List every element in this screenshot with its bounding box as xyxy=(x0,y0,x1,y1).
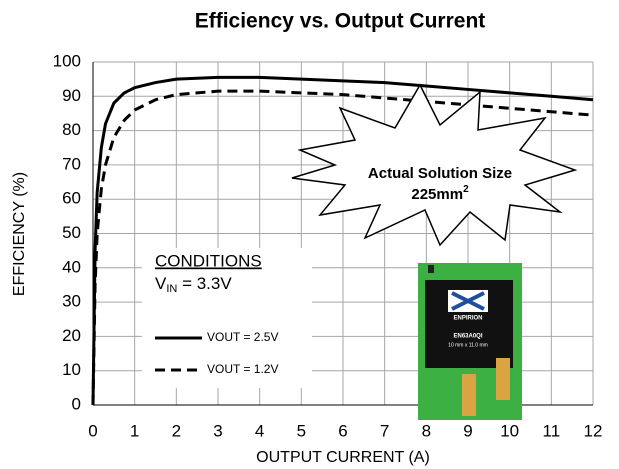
y-tick-label: 20 xyxy=(62,326,81,345)
capacitor xyxy=(496,358,510,400)
x-tick-label: 3 xyxy=(213,421,222,440)
legend-label: VOUT = 2.5V xyxy=(207,330,278,344)
chip-dims: 10 mm x 11.0 mm xyxy=(448,342,488,348)
legend-label: VOUT = 1.2V xyxy=(207,362,278,376)
chart: Efficiency vs. Output Current OUTPUT CUR… xyxy=(0,0,619,469)
vin-rest: = 3.3V xyxy=(177,274,232,293)
x-tick-label: 4 xyxy=(255,421,264,440)
y-tick-label: 40 xyxy=(62,257,81,276)
x-tick-label: 8 xyxy=(422,421,431,440)
x-tick-label: 5 xyxy=(297,421,306,440)
vin-main: V xyxy=(155,274,167,293)
size-main: 225mm xyxy=(411,186,463,203)
y-axis-label: EFFICIENCY (%) xyxy=(11,172,28,296)
y-tick-label: 10 xyxy=(62,360,81,379)
size-line2: 225mm2 xyxy=(411,184,469,203)
chip-image: ENPIRION EN63A0QI 10 mm x 11.0 mm xyxy=(418,263,522,420)
vin-sub: IN xyxy=(166,283,177,295)
x-tick-label: 9 xyxy=(463,421,472,440)
conditions-title: CONDITIONS xyxy=(155,251,262,270)
x-tick-label: 10 xyxy=(500,421,519,440)
y-tick-label: 60 xyxy=(62,189,81,208)
y-tick-label: 30 xyxy=(62,292,81,311)
y-tick-label: 0 xyxy=(72,394,81,413)
chart-title: Efficiency vs. Output Current xyxy=(195,10,486,33)
x-tick-label: 0 xyxy=(88,421,97,440)
size-line1: Actual Solution Size xyxy=(368,165,512,182)
x-tick-label: 11 xyxy=(543,421,561,440)
y-tick-label: 100 xyxy=(53,51,81,70)
capacitor xyxy=(462,374,476,416)
x-tick-label: 6 xyxy=(338,421,347,440)
x-tick-label: 7 xyxy=(380,421,389,440)
component xyxy=(428,265,434,273)
y-tick-label: 70 xyxy=(62,154,81,173)
y-tick-label: 50 xyxy=(62,223,81,242)
x-tick-label: 1 xyxy=(130,421,139,440)
y-tick-label: 90 xyxy=(62,86,81,105)
chip-part: EN63A0QI xyxy=(453,334,482,340)
chip-brand: ENPIRION xyxy=(453,316,482,322)
x-tick-label: 12 xyxy=(584,421,603,440)
y-tick-label: 80 xyxy=(62,120,81,139)
size-sup: 2 xyxy=(463,184,469,195)
x-axis-label: OUTPUT CURRENT (A) xyxy=(256,449,430,466)
x-tick-label: 2 xyxy=(172,421,181,440)
